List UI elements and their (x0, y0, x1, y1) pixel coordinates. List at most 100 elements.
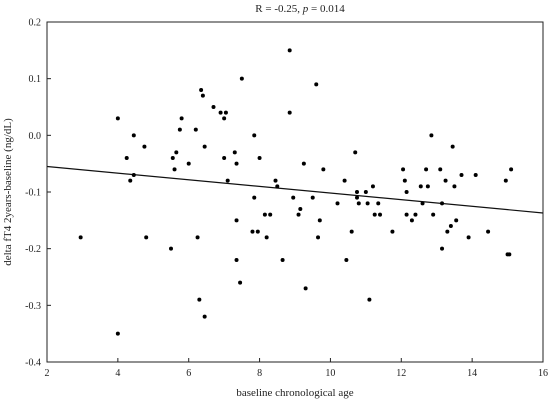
data-point (186, 161, 191, 166)
data-point (252, 133, 257, 138)
data-point (473, 173, 478, 177)
data-point (409, 218, 414, 223)
data-point (257, 156, 262, 160)
data-point (291, 195, 296, 200)
data-point (438, 167, 443, 172)
data-point (234, 218, 239, 223)
data-point (486, 229, 491, 234)
data-point (287, 48, 292, 53)
data-point (195, 235, 200, 240)
data-point (402, 178, 407, 183)
data-point (179, 116, 184, 121)
data-point (356, 201, 361, 206)
data-point (200, 93, 205, 98)
data-point (264, 235, 269, 240)
data-point (344, 258, 349, 262)
data-point (404, 212, 409, 217)
data-point (131, 133, 136, 138)
data-point (193, 127, 198, 132)
x-axis-title: baseline chronological age (236, 387, 353, 399)
chart-title: R = -0.25, p = 0.014 (255, 3, 345, 15)
data-point (128, 178, 133, 183)
data-point (372, 212, 377, 217)
data-point (169, 246, 173, 251)
data-point (418, 184, 423, 189)
chart-title-p: p (302, 3, 309, 15)
data-point (211, 105, 216, 109)
data-point (280, 258, 285, 262)
y-tick-label: -0.1 (25, 188, 41, 199)
data-point (232, 150, 237, 155)
data-point (365, 201, 370, 206)
data-point (509, 167, 514, 172)
data-point (404, 190, 409, 194)
data-point (425, 184, 430, 189)
data-point (316, 235, 321, 240)
x-tick-label: 8 (257, 368, 262, 379)
x-tick-label: 6 (186, 368, 191, 379)
data-point (424, 167, 429, 172)
y-tick-label: 0.0 (29, 131, 42, 142)
data-point (142, 144, 147, 149)
data-point (355, 195, 359, 200)
data-point (124, 156, 129, 160)
data-point (378, 212, 383, 217)
data-point (238, 280, 243, 285)
data-point (448, 224, 453, 228)
x-tick-label: 12 (396, 368, 406, 379)
data-point (454, 218, 459, 223)
data-point (353, 150, 358, 155)
data-point (367, 297, 372, 302)
data-point (234, 258, 239, 262)
y-tick-label: -0.4 (25, 358, 41, 369)
data-point (503, 178, 508, 183)
data-point (262, 212, 267, 217)
data-point (268, 212, 273, 217)
data-point (202, 314, 207, 319)
x-tick-label: 4 (115, 368, 120, 379)
data-point (443, 178, 448, 183)
data-point (450, 144, 455, 149)
data-point (202, 144, 207, 149)
y-tick-label: -0.2 (25, 244, 41, 255)
data-point (335, 201, 340, 206)
data-point (401, 167, 406, 172)
y-tick-label: 0.1 (29, 74, 42, 85)
data-point (255, 229, 260, 234)
x-tick-label: 16 (538, 368, 548, 379)
data-point (429, 133, 434, 138)
data-point (223, 110, 228, 115)
data-point (115, 331, 120, 336)
data-point (250, 229, 255, 234)
data-point (296, 212, 301, 217)
x-axis: 2 4 6 8 10 12 14 16 (45, 358, 548, 379)
data-point (131, 173, 136, 177)
x-tick-label: 14 (467, 368, 477, 379)
data-point (275, 184, 280, 189)
data-point (301, 161, 306, 166)
data-point (321, 167, 326, 172)
data-point (363, 190, 368, 194)
y-axis-title: delta fT4 2years-baseline (ng/dL) (2, 118, 14, 266)
regression-line (46, 165, 544, 214)
y-axis: -0.4 -0.3 -0.2 -0.1 0.0 0.1 0.2 (25, 18, 51, 369)
data-point (459, 173, 464, 177)
y-tick-label: 0.2 (29, 18, 42, 29)
data-point (172, 167, 177, 172)
chart-title-prefix: R = -0.25, (255, 3, 302, 15)
data-point (390, 229, 395, 234)
data-point (420, 201, 425, 206)
plot-frame (46, 21, 544, 363)
data-point (507, 252, 512, 257)
data-point (199, 88, 204, 92)
data-points (78, 48, 514, 336)
data-point (452, 184, 457, 189)
data-point (298, 207, 303, 211)
data-point (317, 218, 322, 223)
data-point (197, 297, 202, 302)
data-point (342, 178, 347, 183)
data-point (273, 178, 278, 183)
chart-title-suffix: = 0.014 (308, 3, 345, 15)
data-point (78, 235, 83, 240)
